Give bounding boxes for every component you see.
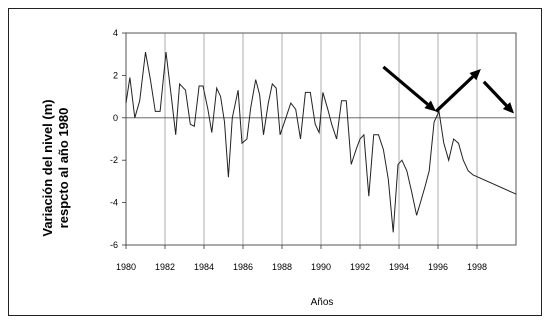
x-axis-label: Años <box>311 297 334 308</box>
y-tick-label-4: 4 <box>113 28 118 38</box>
y-tick-label--6: -6 <box>110 240 118 250</box>
arrow-shaft-2 <box>434 75 475 113</box>
plot-area: 420-2-4-6 1980 1982 1984 1986 1988 1990 1992 19… <box>110 28 517 272</box>
chart-frame <box>8 8 542 316</box>
x-tick-label-1986: 1986 <box>233 262 253 272</box>
x-tick-label-1996: 1996 <box>428 262 448 272</box>
arrow-shaft-3 <box>482 80 508 107</box>
arrow-head-3 <box>502 102 515 114</box>
x-axis-ticks: 1980 1982 1984 1986 1988 1990 1992 1994 1996 1998 <box>116 245 487 272</box>
y-tick-label--2: -2 <box>110 155 118 165</box>
series-line <box>125 52 517 233</box>
annotation-arrows <box>382 65 515 114</box>
y-axis-label-line-1: Variación del nivel (m) <box>40 99 55 236</box>
y-tick-label-0: 0 <box>113 113 118 123</box>
x-tick-label-1992: 1992 <box>350 262 370 272</box>
x-tick-label-1984: 1984 <box>194 262 214 272</box>
y-tick-label-2: 2 <box>113 70 118 80</box>
x-tick-label-1988: 1988 <box>272 262 292 272</box>
y-axis-ticks: 4 2 0 -2 -4 -6 <box>110 28 126 250</box>
vertical-gridlines <box>164 33 478 245</box>
x-tick-label-1990: 1990 <box>311 262 331 272</box>
x-tick-label-1982: 1982 <box>155 262 175 272</box>
x-tick-label-1980: 1980 <box>116 262 136 272</box>
x-tick-label-1994: 1994 <box>389 262 409 272</box>
x-tick-label-1998: 1998 <box>467 262 487 272</box>
y-axis-label-line-2: respcto al año 1980 <box>56 108 71 229</box>
arrow-shaft-1 <box>382 65 429 106</box>
y-tick-label--4: -4 <box>110 198 118 208</box>
arrow-head-2 <box>469 69 481 81</box>
arrow-head-1 <box>424 100 437 112</box>
